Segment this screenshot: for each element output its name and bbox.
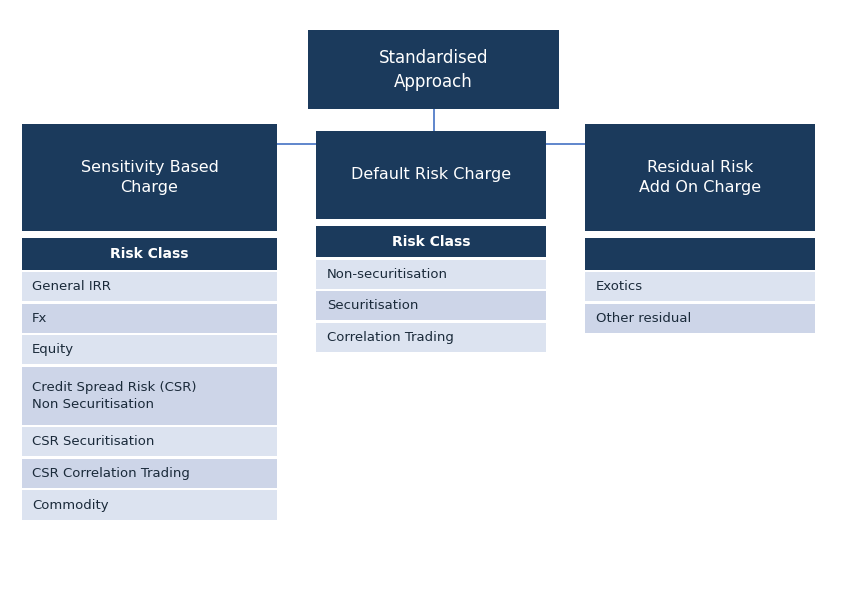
Text: Commodity: Commodity <box>32 498 108 512</box>
FancyBboxPatch shape <box>22 335 277 364</box>
Text: Standardised
Approach: Standardised Approach <box>379 49 488 90</box>
FancyBboxPatch shape <box>22 367 277 425</box>
Text: Other residual: Other residual <box>596 311 691 325</box>
FancyBboxPatch shape <box>22 272 277 301</box>
Text: Fx: Fx <box>32 311 48 325</box>
FancyBboxPatch shape <box>585 124 815 231</box>
FancyBboxPatch shape <box>316 291 546 320</box>
Text: Residual Risk
Add On Charge: Residual Risk Add On Charge <box>639 160 761 195</box>
Text: General IRR: General IRR <box>32 280 111 293</box>
FancyBboxPatch shape <box>585 304 815 333</box>
FancyBboxPatch shape <box>22 304 277 333</box>
FancyBboxPatch shape <box>316 226 546 257</box>
FancyBboxPatch shape <box>22 459 277 488</box>
Text: CSR Correlation Trading: CSR Correlation Trading <box>32 467 190 480</box>
Text: Correlation Trading: Correlation Trading <box>327 331 453 344</box>
Text: Credit Spread Risk (CSR)
Non Securitisation: Credit Spread Risk (CSR) Non Securitisat… <box>32 381 197 411</box>
FancyBboxPatch shape <box>585 238 815 270</box>
Text: Exotics: Exotics <box>596 280 642 293</box>
FancyBboxPatch shape <box>316 260 546 289</box>
Text: Default Risk Charge: Default Risk Charge <box>351 167 512 182</box>
FancyBboxPatch shape <box>316 323 546 352</box>
FancyBboxPatch shape <box>22 490 277 520</box>
Text: Risk Class: Risk Class <box>392 234 471 249</box>
FancyBboxPatch shape <box>585 272 815 301</box>
Text: Securitisation: Securitisation <box>327 299 418 313</box>
FancyBboxPatch shape <box>22 427 277 456</box>
Text: Risk Class: Risk Class <box>110 246 189 261</box>
Text: Non-securitisation: Non-securitisation <box>327 268 448 281</box>
Text: Sensitivity Based
Charge: Sensitivity Based Charge <box>81 160 218 195</box>
FancyBboxPatch shape <box>316 131 546 219</box>
Text: Equity: Equity <box>32 343 75 356</box>
FancyBboxPatch shape <box>22 124 277 231</box>
FancyBboxPatch shape <box>22 238 277 270</box>
FancyBboxPatch shape <box>308 30 559 109</box>
Text: CSR Securitisation: CSR Securitisation <box>32 435 154 449</box>
